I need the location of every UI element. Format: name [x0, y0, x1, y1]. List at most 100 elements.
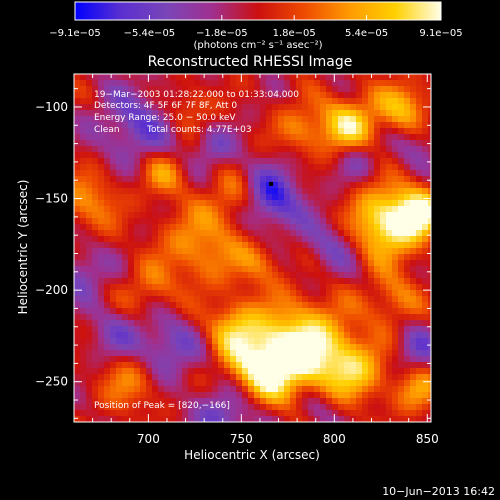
heatmap-cell — [230, 116, 237, 123]
heatmap-cell — [302, 290, 309, 297]
heatmap-cell — [128, 302, 135, 309]
heatmap-cell — [194, 92, 201, 99]
heatmap-cell — [152, 374, 159, 381]
heatmap-cell — [314, 242, 321, 249]
heatmap-cell — [272, 182, 279, 189]
heatmap-cell — [194, 362, 201, 369]
heatmap-cell — [188, 134, 195, 141]
heatmap-cell — [314, 212, 321, 219]
heatmap-cell — [344, 374, 351, 381]
heatmap-cell — [158, 398, 165, 405]
heatmap-cell — [272, 230, 279, 237]
heatmap-cell — [200, 284, 207, 291]
heatmap-cell — [404, 290, 411, 297]
heatmap-cell — [350, 302, 357, 309]
heatmap-cell — [128, 224, 135, 231]
heatmap-cell — [212, 368, 219, 375]
heatmap-cell — [236, 296, 243, 303]
heatmap-cell — [248, 308, 255, 315]
heatmap-cell — [386, 140, 393, 147]
heatmap-cell — [362, 86, 369, 93]
heatmap-cell — [290, 344, 297, 351]
heatmap-cell — [200, 338, 207, 345]
heatmap-cell — [314, 290, 321, 297]
heatmap-cell — [128, 242, 135, 249]
heatmap-cell — [338, 308, 345, 315]
heatmap-cell — [182, 308, 189, 315]
heatmap-cell — [362, 392, 369, 399]
heatmap-cell — [290, 266, 297, 273]
heatmap-cell — [266, 104, 273, 111]
heatmap-cell — [338, 122, 345, 129]
heatmap-cell — [416, 218, 423, 225]
heatmap-cell — [272, 260, 279, 267]
heatmap-cell — [74, 380, 81, 387]
heatmap-cell — [416, 110, 423, 117]
heatmap-cell — [80, 110, 87, 117]
heatmap-cell — [254, 320, 261, 327]
heatmap-cell — [410, 164, 417, 171]
heatmap-cell — [356, 140, 363, 147]
heatmap-cell — [236, 356, 243, 363]
heatmap-cell — [416, 242, 423, 249]
heatmap-cell — [404, 320, 411, 327]
heatmap-cell — [182, 284, 189, 291]
heatmap-cell — [200, 392, 207, 399]
heatmap-cell — [266, 98, 273, 105]
heatmap-cell — [194, 344, 201, 351]
heatmap-cell — [182, 122, 189, 129]
heatmap-cell — [308, 242, 315, 249]
heatmap-cell — [176, 242, 183, 249]
heatmap-cell — [398, 362, 405, 369]
heatmap-cell — [74, 338, 81, 345]
heatmap-cell — [284, 308, 291, 315]
heatmap-cell — [86, 92, 93, 99]
heatmap-cell — [368, 128, 375, 135]
heatmap-cell — [182, 398, 189, 405]
heatmap-cell — [308, 344, 315, 351]
heatmap-cell — [416, 170, 423, 177]
heatmap-cell — [260, 248, 267, 255]
heatmap-cell — [104, 254, 111, 261]
heatmap-cell — [290, 158, 297, 165]
heatmap-cell — [350, 374, 357, 381]
heatmap-cell — [248, 218, 255, 225]
heatmap-cell — [182, 146, 189, 153]
heatmap-cell — [218, 368, 225, 375]
heatmap-cell — [302, 230, 309, 237]
heatmap-cell — [164, 194, 171, 201]
heatmap-cell — [308, 206, 315, 213]
heatmap-cell — [110, 104, 117, 111]
heatmap-cell — [176, 80, 183, 87]
heatmap-cell — [236, 386, 243, 393]
heatmap-cell — [392, 410, 399, 417]
heatmap-cell — [146, 326, 153, 333]
heatmap-cell — [344, 266, 351, 273]
heatmap-cell — [212, 404, 219, 411]
heatmap-cell — [122, 74, 129, 81]
heatmap-cell — [362, 248, 369, 255]
heatmap-cell — [404, 410, 411, 417]
heatmap-cell — [404, 80, 411, 87]
heatmap-cell — [242, 188, 249, 195]
heatmap-cell — [116, 392, 123, 399]
heatmap-cell — [284, 224, 291, 231]
heatmap-cell — [194, 170, 201, 177]
heatmap-cell — [206, 380, 213, 387]
heatmap-cell — [254, 416, 261, 422]
heatmap-cell — [188, 266, 195, 273]
heatmap-cell — [338, 116, 345, 123]
heatmap-cell — [260, 242, 267, 249]
heatmap-cell — [212, 152, 219, 159]
heatmap-cell — [188, 362, 195, 369]
heatmap-cell — [74, 302, 81, 309]
heatmap-cell — [380, 230, 387, 237]
heatmap-cell — [398, 248, 405, 255]
heatmap-cell — [206, 122, 213, 129]
heatmap-cell — [224, 254, 231, 261]
heatmap-cell — [398, 266, 405, 273]
heatmap-cell — [176, 254, 183, 261]
heatmap-cell — [302, 248, 309, 255]
heatmap-cell — [362, 176, 369, 183]
heatmap-cell — [368, 260, 375, 267]
